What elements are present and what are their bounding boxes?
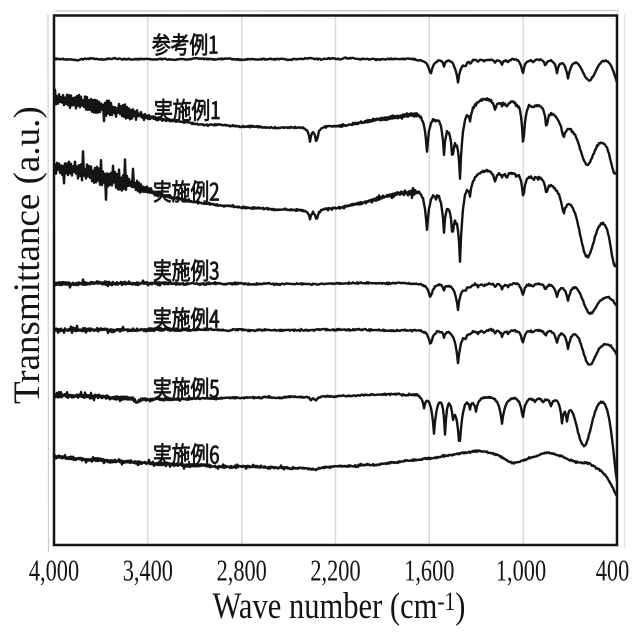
svg-text:2,200: 2,200 (310, 553, 360, 587)
svg-text:Wave number (cm-1): Wave number (cm-1) (213, 586, 466, 626)
svg-text:Transmittance (a.u.): Transmittance (a.u.) (7, 106, 48, 404)
svg-text:4,000: 4,000 (29, 553, 79, 587)
svg-text:400: 400 (596, 553, 629, 587)
svg-text:1,600: 1,600 (404, 553, 454, 587)
svg-text:2,800: 2,800 (217, 553, 267, 587)
svg-text:3,400: 3,400 (123, 553, 173, 587)
svg-text:1,000: 1,000 (496, 553, 546, 587)
